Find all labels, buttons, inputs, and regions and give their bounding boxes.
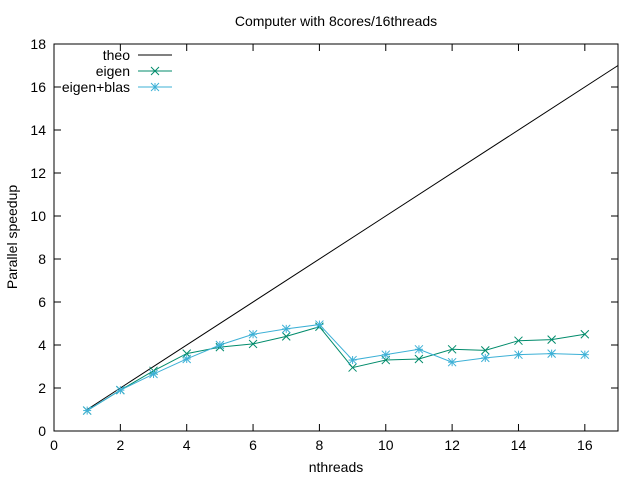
data-point-eigen-blas <box>414 344 424 354</box>
data-point-eigen-blas <box>281 324 291 334</box>
data-point-eigen <box>580 329 590 339</box>
x-axis-label: nthreads <box>309 459 363 475</box>
data-point-eigen-blas <box>82 406 92 415</box>
series-line-eigen <box>86 326 585 412</box>
x-tick-label: 10 <box>378 437 394 453</box>
y-tick-label: 14 <box>30 122 46 138</box>
y-tick-label: 6 <box>38 294 46 310</box>
plot-frame <box>53 43 619 432</box>
data-point-eigen-blas <box>381 350 391 360</box>
data-point-eigen-blas <box>248 329 258 339</box>
data-point-eigen <box>281 332 291 341</box>
legend-label-eigen-blas: eigen+blas <box>62 79 130 95</box>
data-point-eigen-blas <box>480 353 490 363</box>
data-point-eigen <box>547 335 557 344</box>
data-point-eigen-blas <box>348 355 357 365</box>
y-tick-label: 4 <box>38 337 46 353</box>
data-point-eigen-blas <box>447 357 457 367</box>
y-tick-label: 8 <box>38 251 46 267</box>
data-point-eigen-blas <box>115 385 125 395</box>
x-tick-label: 14 <box>511 437 527 453</box>
series-line-theo <box>86 65 619 410</box>
data-point-eigen-blas <box>514 350 523 360</box>
x-tick-label: 16 <box>577 437 593 453</box>
x-tick-label: 0 <box>50 437 58 453</box>
legend-marker-eigen-blas <box>150 82 160 92</box>
data-point-eigen <box>514 336 523 346</box>
legend-label-theo: theo <box>103 47 130 63</box>
legend-marker-eigen <box>150 66 160 76</box>
data-point-eigen-blas <box>547 349 557 358</box>
data-point-eigen-blas <box>182 354 192 364</box>
data-point-eigen-blas <box>149 369 158 379</box>
data-point-eigen-blas <box>580 350 590 360</box>
data-point-eigen <box>414 354 424 364</box>
plot-area <box>82 65 619 415</box>
data-point-eigen-blas <box>315 320 324 329</box>
x-tick-label: 6 <box>249 437 257 453</box>
y-tick-label: 12 <box>30 165 46 181</box>
chart-title: Computer with 8cores/16threads <box>235 13 437 29</box>
y-tick-label: 18 <box>30 36 46 52</box>
x-tick-label: 4 <box>183 437 191 453</box>
legend-label-eigen: eigen <box>96 63 130 79</box>
x-tick-label: 12 <box>444 437 460 453</box>
x-tick-label: 8 <box>316 437 324 453</box>
y-tick-label: 2 <box>38 380 46 396</box>
y-tick-label: 16 <box>30 79 46 95</box>
data-point-eigen <box>248 339 258 349</box>
axis-ticks: 0 2 4 6 8 10 12 14 16 0 2 4 6 8 10 12 14 16 18 <box>30 36 618 453</box>
x-tick-label: 2 <box>116 437 124 453</box>
y-tick-label: 0 <box>38 423 46 439</box>
data-point-eigen <box>480 346 490 355</box>
data-point-eigen <box>447 344 457 354</box>
series-line-eigen-blas <box>86 324 585 412</box>
data-point-eigen <box>348 363 357 372</box>
data-point-eigen-blas <box>215 340 225 350</box>
y-tick-label: 10 <box>30 208 46 224</box>
y-axis-label: Parallel speedup <box>4 185 20 290</box>
